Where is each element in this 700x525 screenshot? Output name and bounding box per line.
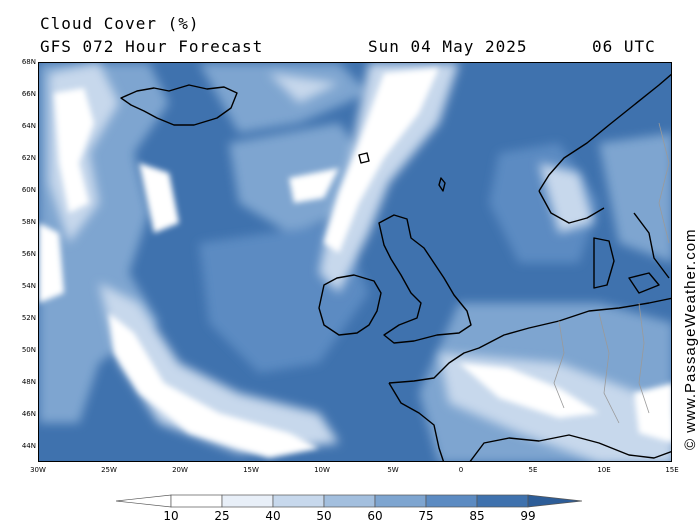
cloud-cover-map — [38, 62, 672, 462]
lon-label: 30W — [30, 466, 46, 474]
lon-label: 0 — [458, 466, 464, 474]
lat-label: 64N — [21, 122, 36, 130]
lon-label: 5E — [528, 466, 538, 474]
lat-label: 58N — [21, 218, 36, 226]
lon-label: 5W — [387, 466, 399, 474]
lon-label: 15W — [243, 466, 259, 474]
lon-label: 20W — [172, 466, 188, 474]
colorbar-swatch — [272, 494, 325, 508]
lat-label: 62N — [21, 154, 36, 162]
legend-label: 10 — [163, 509, 179, 523]
lon-label: 15E — [665, 466, 679, 474]
legend-label: 99 — [520, 509, 536, 523]
colorbar-low-arrow — [116, 494, 172, 508]
lat-label: 50N — [21, 346, 36, 354]
cloud-field-white — [39, 68, 671, 458]
legend-label: 25 — [214, 509, 230, 523]
colorbar-swatch — [221, 494, 274, 508]
forecast-date: Sun 04 May 2025 — [368, 37, 528, 56]
lat-label: 54N — [21, 282, 36, 290]
colorbar-high-arrow — [527, 494, 582, 508]
credit-text: © www.PassageWeather.com — [682, 228, 699, 450]
map-canvas — [39, 63, 671, 461]
coastlines — [120, 73, 671, 461]
legend-label: 75 — [418, 509, 434, 523]
lon-label: 25W — [101, 466, 117, 474]
colorbar-swatch — [476, 494, 529, 508]
credit-watermark: © www.PassageWeather.com — [682, 228, 699, 450]
colorbar-swatch — [170, 494, 223, 508]
colorbar-swatch — [323, 494, 376, 508]
lon-label: 10E — [597, 466, 611, 474]
forecast-label: GFS 072 Hour Forecast — [40, 37, 264, 56]
lat-label: 68N — [21, 58, 36, 66]
lat-label: 46N — [21, 410, 36, 418]
colorbar-swatch — [425, 494, 478, 508]
legend-label: 50 — [316, 509, 332, 523]
lat-label: 48N — [21, 378, 36, 386]
legend-label: 60 — [367, 509, 383, 523]
colorbar-swatch — [374, 494, 427, 508]
legend-label: 40 — [265, 509, 281, 523]
lat-label: 60N — [21, 186, 36, 194]
country-borders — [553, 122, 670, 424]
lat-label: 52N — [21, 314, 36, 322]
legend-label: 85 — [469, 509, 485, 523]
lon-label: 10W — [314, 466, 330, 474]
colorbar — [116, 494, 582, 508]
forecast-time: 06 UTC — [592, 37, 656, 56]
lat-label: 44N — [21, 442, 36, 450]
lat-label: 56N — [21, 250, 36, 258]
map-title: Cloud Cover (%) — [40, 14, 200, 33]
lat-label: 66N — [21, 90, 36, 98]
